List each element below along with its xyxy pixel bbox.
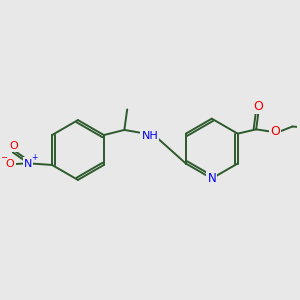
Text: N: N: [207, 172, 216, 185]
Text: NH: NH: [142, 130, 158, 141]
Text: N: N: [24, 158, 32, 169]
Text: O: O: [270, 125, 280, 138]
Text: +: +: [31, 153, 37, 162]
Text: O: O: [6, 159, 15, 169]
Text: O: O: [254, 100, 263, 112]
Text: O: O: [9, 141, 18, 151]
Text: −: −: [0, 153, 8, 162]
